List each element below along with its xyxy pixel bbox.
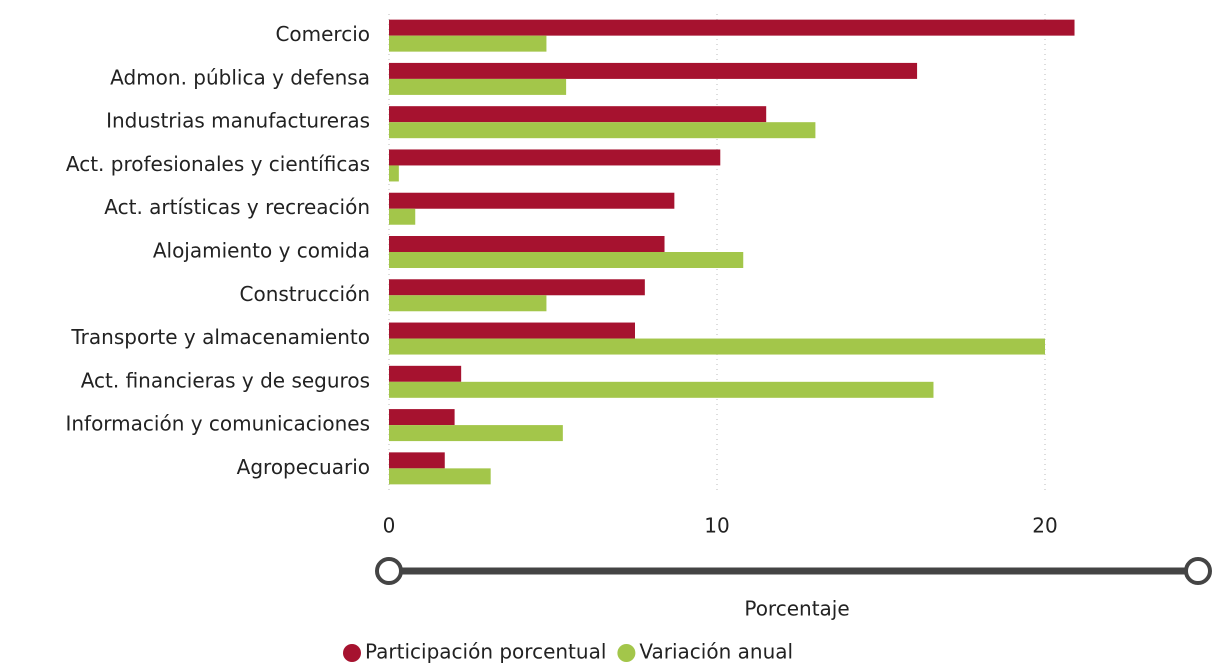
bar — [389, 62, 918, 79]
y-tick-label: Transporte y almacenamiento — [70, 325, 370, 349]
x-tick-label: 0 — [383, 514, 396, 538]
bar — [389, 192, 675, 209]
bar — [389, 338, 1045, 355]
bar — [389, 106, 767, 123]
y-tick-label: Comercio — [275, 22, 370, 46]
y-tick-label: Act. financieras y de seguros — [81, 368, 370, 392]
bar — [389, 252, 744, 268]
bar — [389, 279, 645, 296]
x-axis-label: Porcentaje — [744, 597, 849, 621]
bar — [389, 78, 567, 95]
bar — [389, 35, 547, 52]
x-tick-label: 10 — [704, 514, 729, 538]
bar — [389, 409, 455, 426]
bar — [389, 452, 445, 469]
bar — [389, 468, 491, 485]
y-tick-label: Construcción — [240, 282, 371, 306]
y-tick-label: Admon. pública y defensa — [110, 65, 370, 89]
y-tick-label: Act. profesionales y científicas — [66, 152, 370, 176]
x-tick-label: 20 — [1032, 514, 1057, 538]
y-tick-label: Información y comunicaciones — [65, 412, 370, 436]
bar — [389, 149, 721, 166]
bar — [389, 381, 934, 398]
y-tick-label: Industrias manufactureras — [106, 109, 370, 133]
range-slider-handle[interactable] — [375, 557, 403, 585]
bar — [389, 208, 416, 225]
legend-swatch — [343, 644, 361, 662]
bar — [389, 295, 547, 312]
bar — [389, 365, 462, 382]
y-tick-label: Agropecuario — [237, 455, 370, 479]
bar — [389, 425, 563, 442]
bar — [389, 165, 399, 182]
range-slider-handle[interactable] — [1184, 557, 1212, 585]
bar — [389, 322, 635, 339]
bar — [389, 236, 665, 252]
legend-label: Variación anual — [639, 640, 793, 664]
y-tick-label: Act. artísticas y recreación — [104, 195, 370, 219]
legend-label: Participación porcentual — [365, 640, 606, 664]
legend-swatch — [617, 644, 636, 662]
bar — [389, 122, 816, 139]
bar — [389, 19, 1075, 36]
y-tick-label: Alojamiento y comida — [153, 239, 370, 263]
